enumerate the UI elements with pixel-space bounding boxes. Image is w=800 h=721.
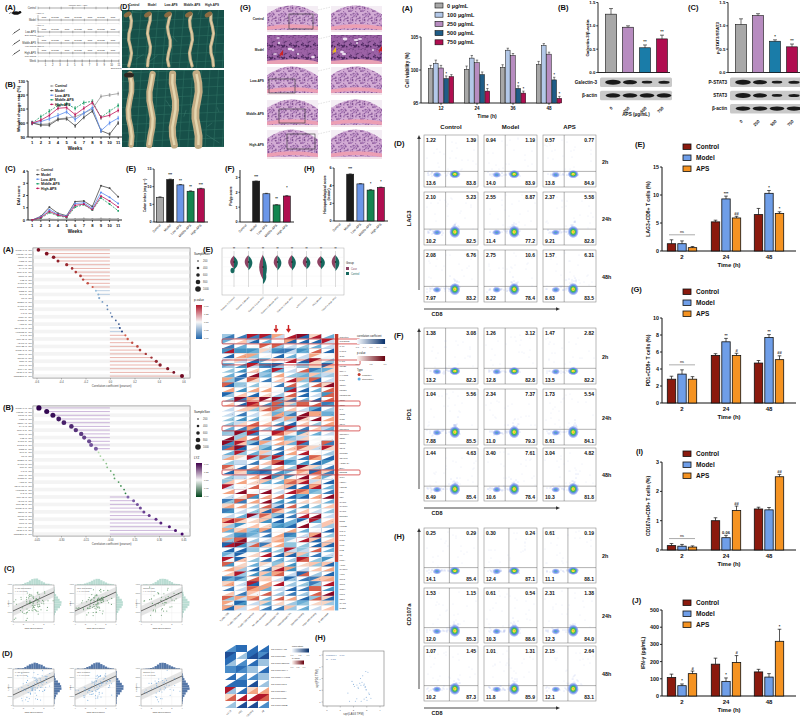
svg-text:24: 24 [723, 699, 730, 705]
svg-text:400: 400 [650, 624, 659, 630]
svg-text:#: # [735, 650, 738, 655]
svg-text:Control: Control [696, 599, 719, 606]
svg-text:#: # [691, 666, 694, 671]
svg-text:2: 2 [680, 699, 684, 705]
svg-text:*: * [779, 624, 781, 629]
svg-text:*: * [681, 678, 683, 683]
svg-text:Time (h): Time (h) [717, 707, 740, 713]
svg-text:APS: APS [696, 621, 710, 628]
svg-text:48: 48 [766, 699, 773, 705]
svg-text:*: * [725, 672, 727, 677]
svg-text:200: 200 [650, 659, 659, 665]
svg-text:100: 100 [650, 676, 659, 682]
svg-text:(J): (J) [632, 596, 642, 605]
svg-text:0: 0 [656, 693, 659, 699]
svg-text:IFN-γ (pg/mL): IFN-γ (pg/mL) [640, 637, 646, 670]
svg-text:300: 300 [650, 641, 659, 647]
svg-text:Model: Model [696, 610, 715, 617]
svg-text:500: 500 [650, 607, 659, 613]
